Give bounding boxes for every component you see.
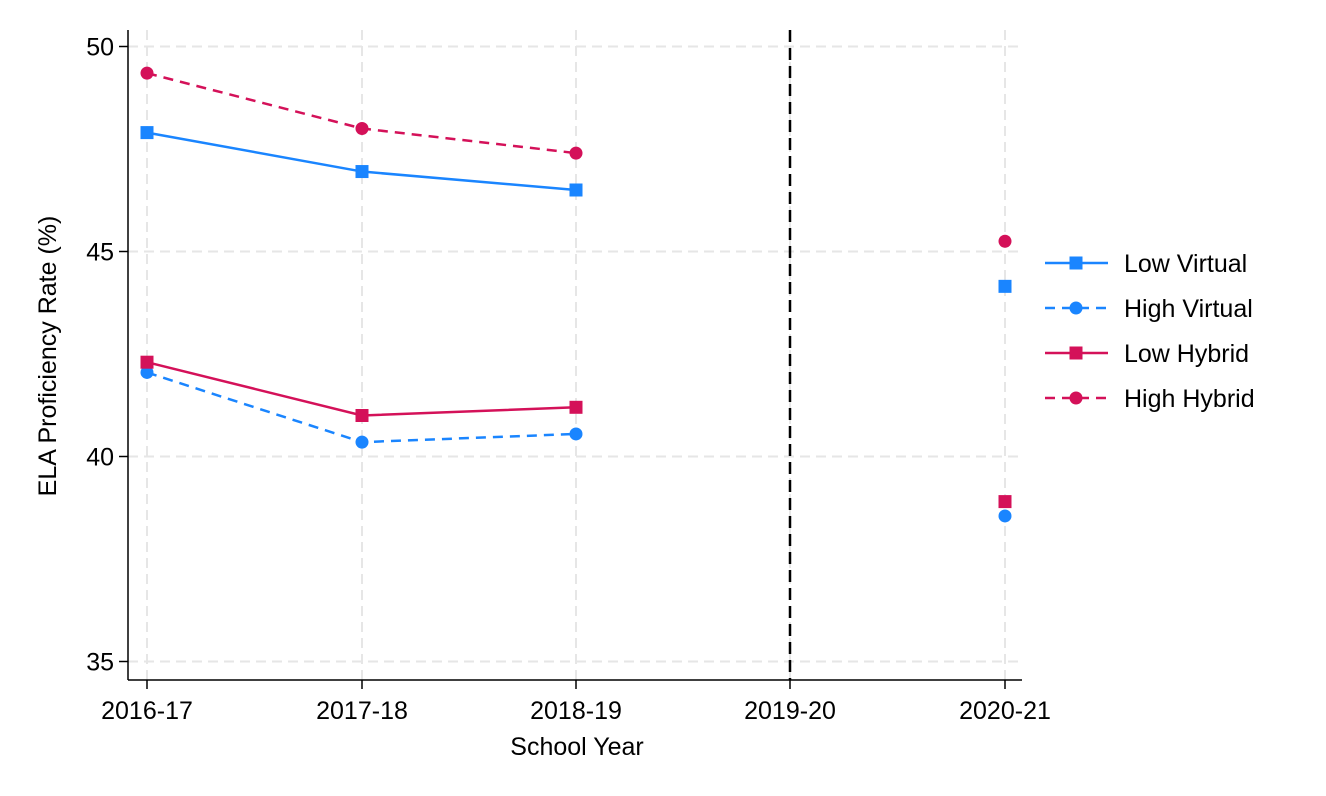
series-low-virtual — [140, 126, 1012, 293]
legend-swatch-marker — [1069, 346, 1083, 360]
data-point-low-hybrid — [998, 495, 1012, 509]
x-tick-label: 2018-19 — [530, 697, 622, 725]
series-group — [140, 66, 1012, 523]
data-point-high-hybrid — [569, 146, 583, 160]
x-tick-label: 2016-17 — [101, 697, 193, 725]
data-point-low-virtual — [569, 183, 583, 197]
legend-swatch-marker — [1069, 256, 1083, 270]
data-point-high-hybrid — [998, 234, 1012, 248]
data-point-low-virtual — [998, 279, 1012, 293]
data-point-low-hybrid — [569, 400, 583, 414]
axes: 35 40 45 50 2016-17 2017-18 2018-19 2019-20 2020… — [86, 30, 1051, 725]
data-point-low-virtual — [140, 126, 154, 140]
legend-item-high-virtual: High Virtual — [1045, 295, 1253, 323]
x-axis-title: School Year — [510, 733, 643, 761]
data-point-low-hybrid — [140, 355, 154, 369]
legend-item-low-virtual: Low Virtual — [1045, 250, 1247, 278]
data-point-high-virtual — [355, 435, 369, 449]
legend-item-high-hybrid: High Hybrid — [1045, 385, 1255, 413]
y-tick-label: 35 — [86, 649, 114, 677]
series-high-virtual — [140, 365, 1012, 523]
data-point-high-hybrid — [140, 66, 154, 80]
legend-label: Low Virtual — [1124, 250, 1247, 278]
legend-swatch-marker — [1069, 301, 1083, 315]
legend-label: Low Hybrid — [1124, 340, 1249, 368]
legend-item-low-hybrid: Low Hybrid — [1045, 340, 1249, 368]
x-tick-label: 2017-18 — [316, 697, 408, 725]
data-point-low-virtual — [355, 165, 369, 179]
legend-label: High Hybrid — [1124, 385, 1255, 413]
data-point-high-virtual — [998, 509, 1012, 523]
series-low-hybrid — [140, 355, 1012, 509]
gridlines — [128, 30, 1022, 680]
y-tick-label: 45 — [86, 239, 114, 267]
x-tick-label: 2020-21 — [959, 697, 1051, 725]
data-point-high-hybrid — [355, 122, 369, 135]
data-point-high-virtual — [569, 427, 583, 441]
x-tick-label: 2019-20 — [744, 697, 836, 725]
data-point-high-virtual — [140, 365, 154, 379]
data-point-low-hybrid — [355, 409, 369, 422]
y-axis-title: ELA Proficiency Rate (%) — [34, 216, 62, 497]
y-tick-label: 40 — [86, 444, 114, 472]
legend: Low Virtual High Virtual Low Hybrid High Hy… — [1045, 250, 1255, 413]
legend-label: High Virtual — [1124, 295, 1253, 323]
legend-swatch-marker — [1069, 391, 1083, 405]
y-tick-label: 50 — [86, 34, 114, 62]
series-high-hybrid — [140, 66, 1012, 248]
